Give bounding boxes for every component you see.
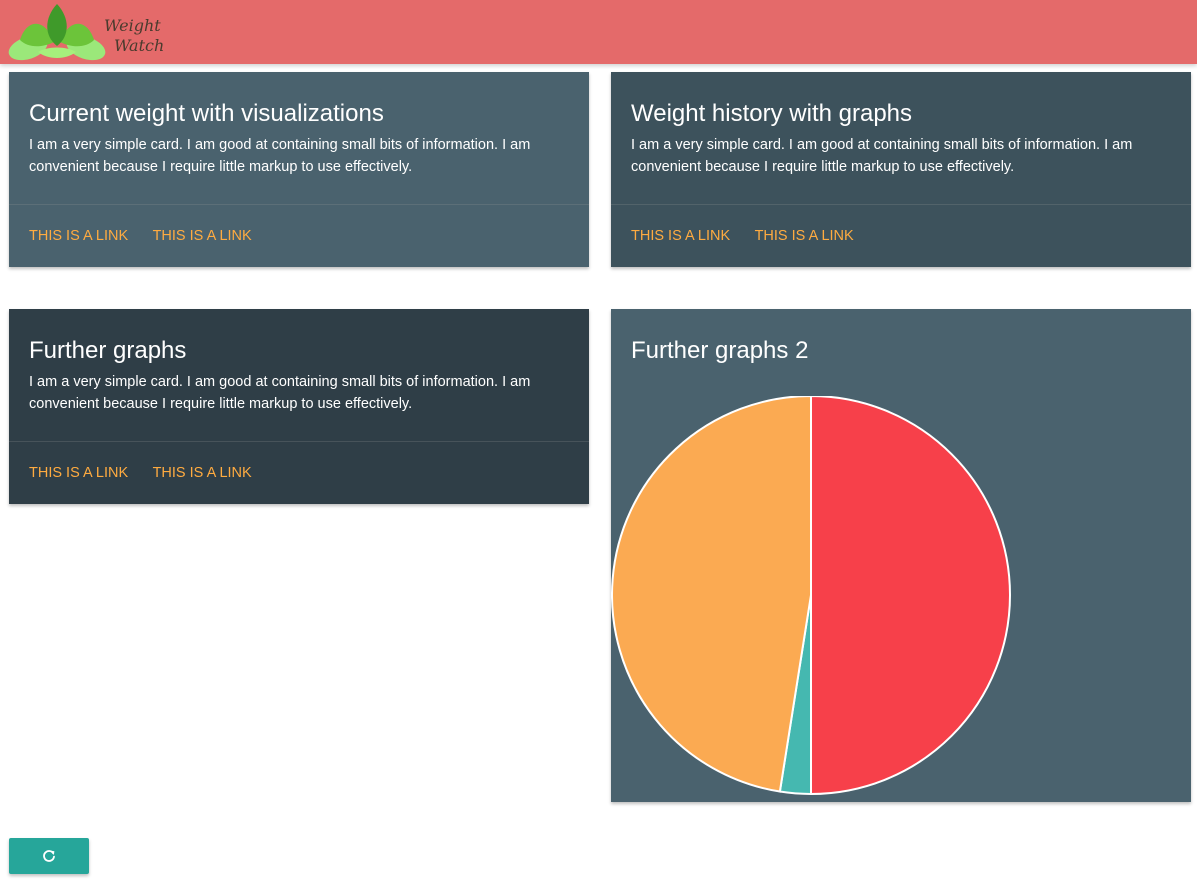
card-title: Further graphs 2	[631, 337, 809, 364]
card-further-graphs-2: Further graphs 2	[611, 309, 1191, 802]
refresh-button[interactable]	[9, 838, 89, 874]
card-content: Further graphs I am a very simple card. …	[9, 309, 589, 441]
card-link-1[interactable]: THIS IS A LINK	[631, 228, 731, 244]
pie-slice-1[interactable]	[810, 396, 1011, 796]
card-link-2[interactable]: THIS IS A LINK	[152, 228, 252, 244]
card-content: Weight history with graphs I am a very s…	[611, 72, 1191, 204]
card-actions: THIS IS A LINK THIS IS A LINK	[9, 204, 589, 267]
brand-line-2: Watch	[114, 36, 165, 55]
brand-wordmark: Weight Watch	[104, 16, 178, 56]
brand-line-1: Weight	[104, 16, 161, 35]
card-text: I am a very simple card. I am good at co…	[29, 374, 531, 412]
card-text: I am a very simple card. I am good at co…	[631, 137, 1133, 175]
card-text: I am a very simple card. I am good at co…	[29, 137, 531, 175]
card-title: Current weight with visualizations	[29, 100, 384, 127]
refresh-icon	[43, 850, 55, 862]
lotus-icon	[8, 4, 106, 61]
card-title: Weight history with graphs	[631, 100, 913, 127]
card-current-weight: Current weight with visualizations I am …	[9, 72, 589, 267]
card-content: Current weight with visualizations I am …	[9, 72, 589, 204]
pie-chart	[611, 396, 1011, 796]
card-further-graphs: Further graphs I am a very simple card. …	[9, 309, 589, 504]
brand-logo[interactable]: Weight Watch	[8, 2, 178, 64]
card-link-1[interactable]: THIS IS A LINK	[29, 228, 129, 244]
card-weight-history: Weight history with graphs I am a very s…	[611, 72, 1191, 267]
pie-slice-3[interactable]	[611, 396, 812, 793]
card-actions: THIS IS A LINK THIS IS A LINK	[9, 441, 589, 504]
card-link-1[interactable]: THIS IS A LINK	[29, 465, 129, 481]
navbar: Weight Watch	[0, 0, 1197, 64]
card-link-2[interactable]: THIS IS A LINK	[754, 228, 854, 244]
card-actions: THIS IS A LINK THIS IS A LINK	[611, 204, 1191, 267]
card-link-2[interactable]: THIS IS A LINK	[152, 465, 252, 481]
card-title: Further graphs	[29, 337, 187, 364]
card-content: Further graphs 2	[611, 309, 1191, 441]
